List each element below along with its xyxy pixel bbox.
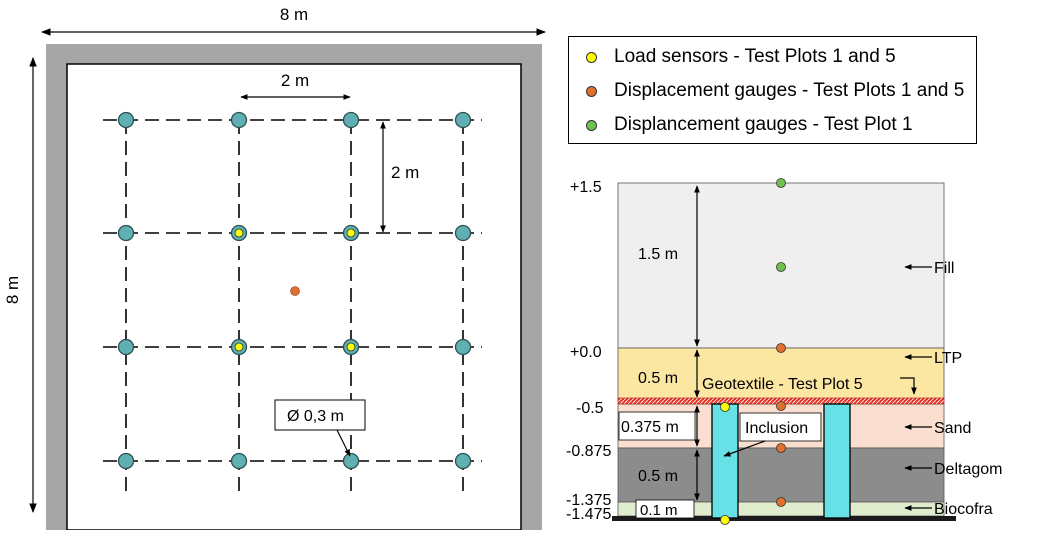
plan-load-sensors	[234, 228, 356, 352]
displacement-gauge-marker	[776, 443, 786, 453]
layer-name-label: Fill	[934, 260, 954, 277]
plan-interior	[66, 63, 522, 531]
inclusion-leader	[723, 440, 766, 457]
inclusion-column	[823, 403, 851, 519]
pile-grid	[103, 119, 482, 494]
elevation-label: -1.375	[566, 492, 611, 509]
diameter-label: Ø 0,3 m	[287, 408, 344, 425]
layer-name-label: LTP	[934, 350, 962, 367]
overall-height-label: 8 m	[3, 276, 22, 304]
spacing-y-label: 2 m	[391, 163, 419, 182]
load-sensor-marker	[234, 342, 244, 352]
piles	[117, 111, 472, 470]
load-sensor-marker	[720, 402, 730, 412]
layer-name-label: Deltagom	[934, 461, 1002, 478]
base-line	[612, 516, 956, 521]
inclusion-label: Inclusion	[745, 420, 808, 437]
section-view: 1.5 m 0.5 m 0.375 m 0.5 m 0.1 m Geotexti…	[566, 178, 1002, 525]
pile	[454, 111, 472, 129]
displacement-gauge-marker	[776, 497, 786, 507]
legend-label: Displacement gauges - Test Plots 1 and 5	[614, 80, 965, 101]
pile	[117, 338, 135, 356]
pile	[117, 452, 135, 470]
pile	[454, 224, 472, 242]
elevation-label: +0.0	[570, 344, 602, 361]
elevation-label: +1.5	[570, 179, 602, 196]
layer-name-label: Sand	[934, 420, 971, 437]
sand-thickness-label: 0.375 m	[621, 419, 679, 436]
pile	[117, 224, 135, 242]
elevation-label: -1.475	[566, 506, 611, 523]
diameter-callout-box	[274, 399, 366, 431]
pile	[342, 452, 360, 470]
load-sensor-marker	[720, 515, 730, 525]
load-sensor-marker	[346, 228, 356, 238]
load-sensor-marker	[234, 228, 244, 238]
fill-thickness-label: 1.5 m	[638, 246, 678, 263]
layer-name-label: Biocofra	[934, 501, 993, 518]
yellow-dot-icon	[586, 51, 597, 63]
legend-item-load-sensors: Load sensors - Test Plots 1 and 5	[569, 40, 976, 74]
displacement-gauge-marker	[776, 401, 786, 411]
layer-deltagom	[617, 447, 945, 503]
legend-label: Load sensors - Test Plots 1 and 5	[614, 46, 896, 67]
elevation-label: -0.5	[576, 400, 604, 417]
diameter-leader	[336, 429, 351, 457]
ltp-thickness-label: 0.5 m	[638, 370, 678, 387]
displacement-gauge-tp1-marker	[776, 178, 786, 188]
elevation-label: -0.875	[566, 443, 611, 460]
displacement-gauge-marker	[776, 343, 786, 353]
inclusion-column	[711, 403, 739, 519]
pile	[117, 111, 135, 129]
displacement-gauge-tp1-marker	[776, 262, 786, 272]
section-gauges	[720, 178, 786, 525]
pile	[454, 338, 472, 356]
spacing-x-label: 2 m	[281, 71, 309, 90]
geotextile-label: Geotextile - Test Plot 5	[702, 376, 863, 393]
displacement-gauge-marker	[290, 286, 300, 296]
legend: Load sensors - Test Plots 1 and 5 Displa…	[568, 36, 977, 144]
biocofra-thickness-label: 0.1 m	[640, 502, 678, 519]
pile	[342, 111, 360, 129]
geotextile-leader	[900, 377, 917, 395]
overall-width-label: 8 m	[280, 5, 308, 24]
legend-item-displacement-gauges: Displacement gauges - Test Plots 1 and 5	[569, 74, 976, 108]
orange-dot-icon	[586, 85, 597, 97]
legend-label: Displancement gauges - Test Plot 1	[614, 114, 913, 135]
pile	[230, 452, 248, 470]
green-dot-icon	[586, 119, 597, 131]
load-sensor-marker	[346, 342, 356, 352]
pile	[230, 111, 248, 129]
pile	[454, 452, 472, 470]
deltagom-thickness-label: 0.5 m	[638, 468, 678, 485]
legend-item-displacement-gauges-tp1: Displancement gauges - Test Plot 1	[569, 108, 976, 142]
plan-view: 8 m 8 m 2 m 2 m	[3, 5, 546, 531]
